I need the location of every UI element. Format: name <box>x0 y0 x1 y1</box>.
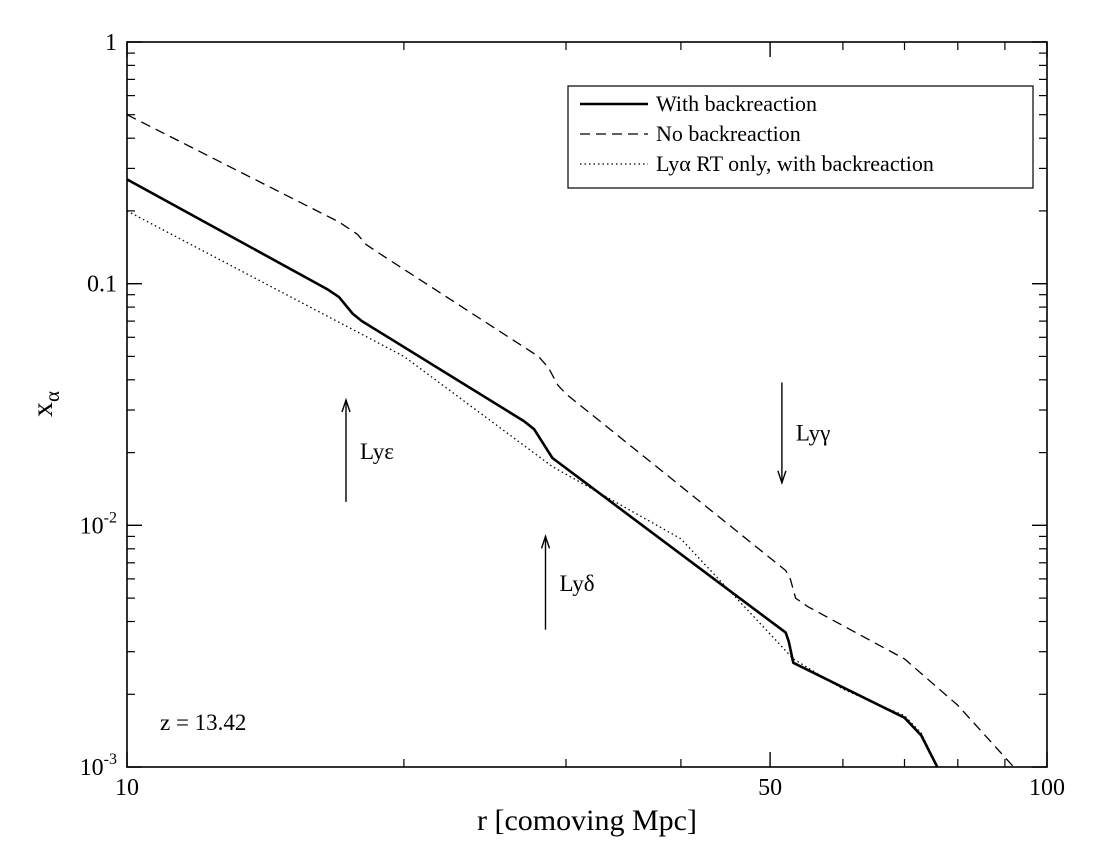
legend-label-rt-only: Lyα RT only, with backreaction <box>656 151 934 176</box>
y-tick-labels: 10.110-210-3 <box>80 30 117 781</box>
x-tick-label: 50 <box>758 775 782 801</box>
y-tick-label: 10-3 <box>80 751 117 781</box>
annotation-arrowhead <box>341 397 351 413</box>
y-tick-label: 1 <box>105 30 117 56</box>
x-tick-labels: 10 50 100 <box>115 775 1065 801</box>
series-line-dotted <box>126 210 938 768</box>
x-tick-label: 10 <box>115 775 139 801</box>
y-axis-label-sub: α <box>40 391 64 402</box>
y-tick-label-base: 1 <box>105 30 117 56</box>
y-tick-label: 0.1 <box>87 272 117 298</box>
plot-frame <box>126 41 1048 768</box>
series-lines <box>126 114 1015 768</box>
y-tick-label-base: 10 <box>80 755 104 781</box>
annotations: Lyε Lyδ Lyγ <box>341 382 830 630</box>
y-axis-label-base: x <box>26 402 59 417</box>
annotation-arrowhead <box>540 534 551 549</box>
annotation-arrowhead <box>777 470 787 486</box>
legend-label-no-backreaction: No backreaction <box>656 121 801 146</box>
series-line-dashed <box>126 114 1015 768</box>
legend-label-with-backreaction: With backreaction <box>656 91 817 116</box>
y-tick-label: 10-2 <box>80 509 117 539</box>
annotation-label: Lyγ <box>796 421 830 446</box>
annotation-label: Lyδ <box>560 571 595 596</box>
series-line-solid <box>126 178 939 768</box>
legend: With backreaction No backreaction Lyα RT… <box>567 85 1034 189</box>
x-tick-label: 100 <box>1029 775 1065 801</box>
y-axis-label: xα <box>26 391 64 417</box>
annotation-label: Lyε <box>360 439 394 464</box>
x-axis-label: r [comoving Mpc] <box>477 804 697 837</box>
minor-ticks <box>127 42 1047 767</box>
redshift-label: z = 13.42 <box>160 710 246 735</box>
y-tick-label-base: 10 <box>80 513 104 539</box>
y-tick-label-exponent: -2 <box>104 509 117 526</box>
y-tick-label-base: 0.1 <box>87 272 117 298</box>
y-tick-label-exponent: -3 <box>104 751 117 768</box>
